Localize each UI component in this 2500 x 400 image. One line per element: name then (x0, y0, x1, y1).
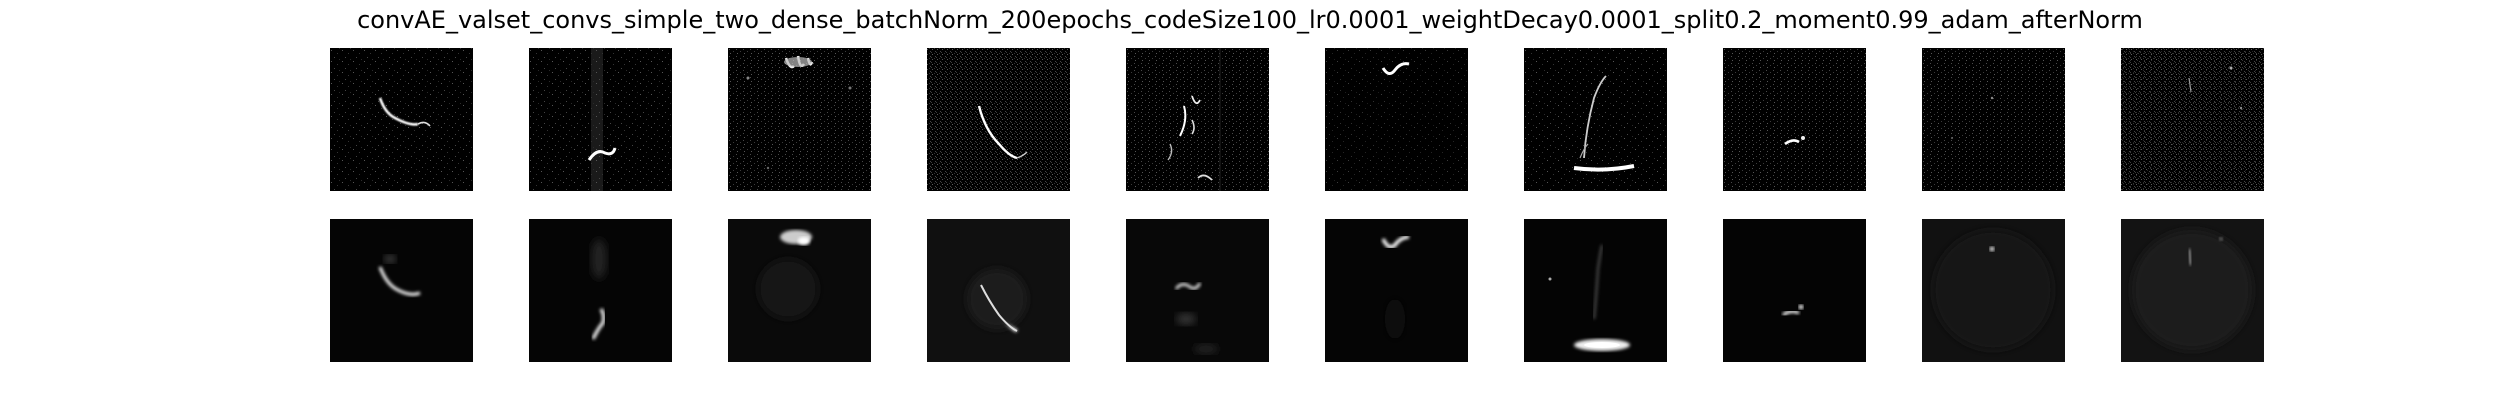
reconstruction-image-2 (529, 219, 672, 362)
reconstruction-image-1 (330, 219, 473, 362)
input-image-10 (2121, 48, 2264, 191)
input-image-5 (1126, 48, 1269, 191)
input-image-3 (728, 48, 871, 191)
reconstruction-image-6 (1325, 219, 1468, 362)
input-image-2 (529, 48, 672, 191)
reconstruction-image-10 (2121, 219, 2264, 362)
figure-title: convAE_valset_convs_simple_two_dense_bat… (357, 6, 2143, 34)
reconstruction-image-4 (927, 219, 1070, 362)
reconstruction-image-7 (1524, 219, 1667, 362)
input-image-7 (1524, 48, 1667, 191)
reconstruction-image-5 (1126, 219, 1269, 362)
reconstruction-image-3 (728, 219, 871, 362)
input-image-6 (1325, 48, 1468, 191)
input-image-9 (1922, 48, 2065, 191)
input-image-8 (1723, 48, 1866, 191)
input-image-1 (330, 48, 473, 191)
reconstruction-image-9 (1922, 219, 2065, 362)
input-image-4 (927, 48, 1070, 191)
reconstruction-image-8 (1723, 219, 1866, 362)
